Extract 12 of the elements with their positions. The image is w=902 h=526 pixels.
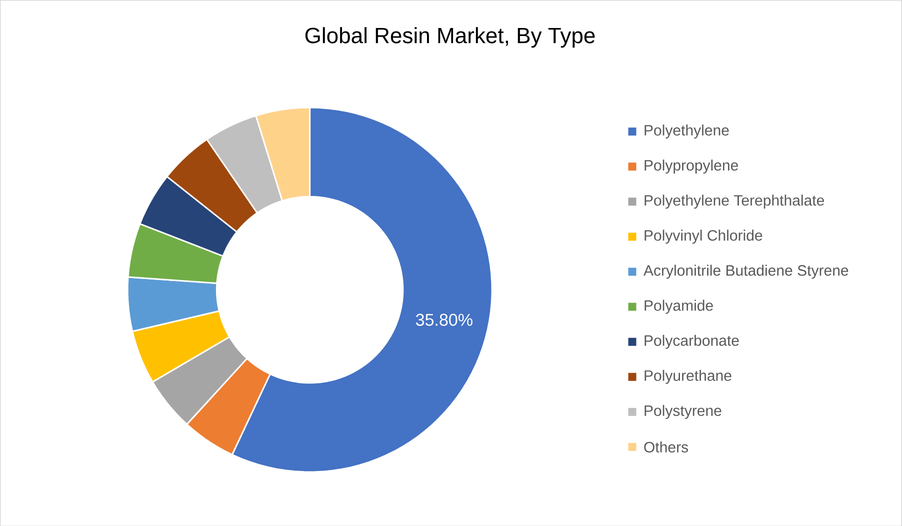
legend-label: Others (644, 441, 688, 452)
legend-label: Polyethylene Terephthalate (644, 194, 824, 208)
legend-label: Polyamide (644, 300, 713, 314)
legend-label: Polyethylene (644, 124, 729, 138)
legend-label: Polyurethane (644, 370, 732, 384)
data-label: 35.80% (416, 314, 472, 326)
chart-title: Global Resin Market, By Type (305, 26, 595, 48)
legend-label: Polyvinyl Chloride (644, 229, 762, 244)
legend-label: Polystyrene (644, 404, 722, 419)
legend-label: Polycarbonate (644, 334, 739, 349)
legend-label: Acrylonitrile Butadiene Styrene (644, 264, 848, 279)
legend-label: Polypropylene (644, 159, 738, 174)
